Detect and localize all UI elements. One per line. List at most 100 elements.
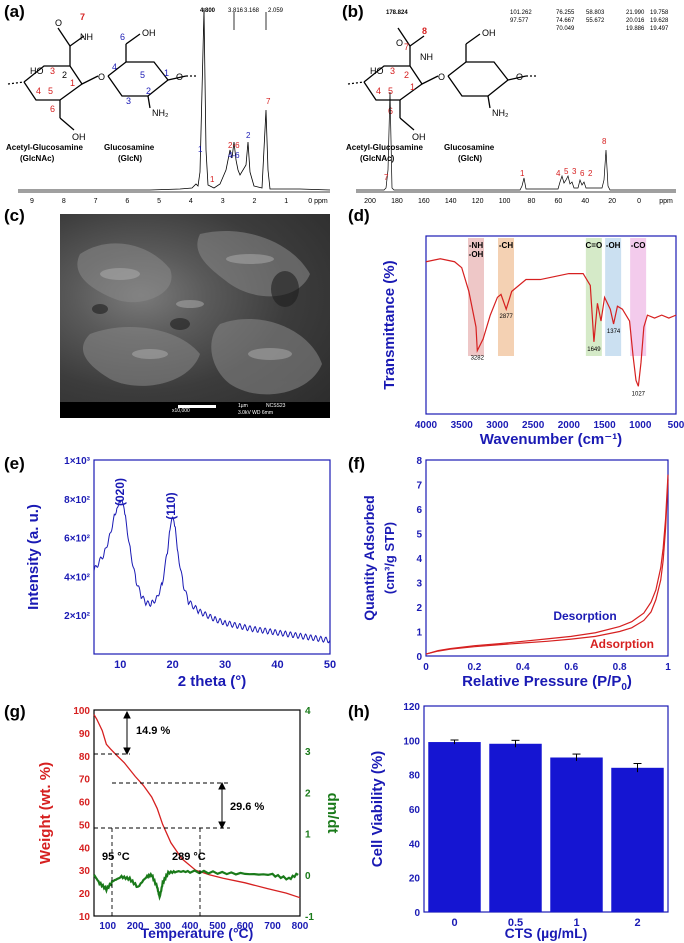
tga-x-tick: 700 <box>264 921 281 932</box>
svg-text:4: 4 <box>36 86 41 96</box>
b-peak-value: 19.886 <box>626 26 645 32</box>
viability-y-tick: 80 <box>409 771 421 782</box>
a-x-tick: 6 <box>125 198 129 205</box>
b-peak-value: 19.758 <box>650 10 669 16</box>
ftir-band <box>498 238 514 356</box>
panel-label-b: (b) <box>342 2 364 21</box>
ftir-annotation: 3282 <box>471 356 485 362</box>
bet-y-tick: 6 <box>416 505 422 516</box>
svg-text:3: 3 <box>126 96 131 106</box>
ftir-annotation: 1027 <box>632 391 646 397</box>
a-x-tick: 8 <box>62 198 66 205</box>
xrd-pattern <box>93 499 331 644</box>
svg-text:OH: OH <box>482 28 496 38</box>
b-peak-value: 20.016 <box>626 18 645 24</box>
sem-image: x10,000 1µm NCSS23 3.0kV WD 6mm <box>60 214 330 418</box>
bet-ylabel-1: Quantity Adsorbed <box>361 495 377 621</box>
ftir-x-tick: 2500 <box>522 420 545 431</box>
svg-text:NH: NH <box>80 32 93 42</box>
svg-text:7: 7 <box>80 12 85 22</box>
ftir-annotation: 1649 <box>587 347 601 353</box>
ftir-band-label: C=O <box>586 241 603 250</box>
xrd-x-tick: 20 <box>167 659 179 671</box>
b-peak-label: 2 <box>588 169 593 178</box>
tga-y-ticks-right: -1 0 1 2 3 4 <box>305 706 314 923</box>
a-peak-value: 3.816 <box>228 8 244 14</box>
structure-a: 7 O NH HO 2 3 1 5 4 6 OH O 6 OH 4 5 3 2 … <box>6 8 331 205</box>
panel-label-g: (g) <box>4 702 26 721</box>
tga-y-ticks-left: 10 20 30 40 50 60 70 80 90 100 <box>73 706 90 923</box>
svg-text:OH: OH <box>412 132 426 142</box>
ftir-band <box>630 238 647 356</box>
bet-x-tick: 0.2 <box>467 662 481 673</box>
svg-text:2: 2 <box>404 70 409 80</box>
ftir-band-label: -CO <box>631 241 646 250</box>
a-peak-label: 2 <box>246 131 251 140</box>
svg-text:HO: HO <box>370 66 384 76</box>
b-x-tick: 60 <box>554 198 562 205</box>
b-x-tick: 80 <box>528 198 536 205</box>
ftir-annotation: 1374 <box>607 329 621 335</box>
ftir-x-tick: 1500 <box>593 420 616 431</box>
a-x-tick: 4 <box>189 198 193 205</box>
bet-xlabel: Relative Pressure (P/P0) <box>462 673 632 693</box>
viability-y-tick: 60 <box>409 805 421 816</box>
xrd-x-tick: 50 <box>324 659 336 671</box>
viability-x-tick: 0 <box>451 917 457 929</box>
viability-y-ticks: 0 20 40 60 80 100 120 <box>403 702 420 919</box>
panel-h: (h) 0 20 40 60 80 100 120 0 0.5 1 2 Cell Viabilit… <box>340 700 684 943</box>
sem-scale-bar <box>178 405 216 408</box>
svg-text:1: 1 <box>70 78 75 88</box>
tga-y-tick-left: 100 <box>73 706 90 717</box>
xrd-x-tick: 40 <box>271 659 283 671</box>
panel-label-a: (a) <box>4 2 25 21</box>
b-peak-values: 178.824 101.262 97.577 76.255 74.667 70.… <box>386 10 669 32</box>
b-peak-label: 3 <box>572 167 577 176</box>
panel-f: (f) 0 1 2 3 4 5 6 7 8 0 0.2 0.4 0.6 0.8 1 Desorption … <box>340 452 684 696</box>
viability-x-tick: 0.5 <box>508 917 523 929</box>
sem-magnification: x10,000 <box>172 408 190 414</box>
b-right-abbr: (GlcN) <box>458 154 482 163</box>
tga-temp-2: 289 °C <box>172 851 206 863</box>
structure-b: 8 O 7 NH HO 3 2 1 5 4 6 OH O OH NH₂ O Ac… <box>346 10 676 205</box>
panel-label-d: (d) <box>348 206 370 225</box>
tga-x-tick: 800 <box>292 921 309 932</box>
xrd-y-tick: 2×10² <box>64 611 91 622</box>
xrd-y-ticks: 2×10² 4×10² 6×10² 8×10² 1×10³ <box>64 456 91 622</box>
xrd-xlabel: 2 theta (°) <box>178 673 247 690</box>
panel-label-c: (c) <box>4 206 25 225</box>
svg-text:O: O <box>438 72 445 82</box>
ftir-band <box>585 238 602 356</box>
sem-conditions: 3.0kV WD 6mm <box>238 410 274 416</box>
b-left-abbr: (GlcNAc) <box>360 154 395 163</box>
a-peak-labels: 1 1 2-6 4-6 2 7 <box>198 97 271 184</box>
tga-dmdt-line <box>93 869 299 901</box>
viability-x-tick: 1 <box>573 917 579 929</box>
ftir-x-tick: 1000 <box>629 420 652 431</box>
viability-y-tick: 40 <box>409 839 421 850</box>
a-x-tick: 5 <box>157 198 161 205</box>
panel-label-f: (f) <box>348 454 365 473</box>
panel-c: (c) x10,000 1 <box>0 204 340 424</box>
ftir-frame <box>425 235 677 415</box>
bet-x-ticks: 0 0.2 0.4 0.6 0.8 1 <box>423 662 671 673</box>
a-x-tick: 1 <box>284 198 288 205</box>
svg-text:NH₂: NH₂ <box>152 108 169 118</box>
nmr-1h-spectrum <box>18 8 331 193</box>
a-peak-value: 2.059 <box>268 8 284 14</box>
ftir-xlabel: Wavenumber (cm⁻¹) <box>480 431 622 448</box>
ftir-band-label: -OH <box>469 250 484 259</box>
b-peak-value: 58.803 <box>586 10 605 16</box>
bet-y-ticks: 0 1 2 3 4 5 6 7 8 <box>416 456 422 663</box>
a-x-tick: 2 <box>252 198 256 205</box>
tga-y-tick-left: 80 <box>79 752 91 763</box>
tga-y-tick-left: 50 <box>79 820 91 831</box>
b-x-tick: 0 <box>637 198 641 205</box>
svg-text:O: O <box>55 18 62 28</box>
tga-y-tick-left: 20 <box>79 889 91 900</box>
b-x-tick: 40 <box>581 198 589 205</box>
b-x-ticks: 200 180 160 140 120 100 80 60 40 20 0 ppm <box>364 198 673 205</box>
viability-bar <box>611 767 664 912</box>
xrd-y-tick: 8×10² <box>64 495 91 506</box>
b-x-tick: 200 <box>364 198 376 205</box>
